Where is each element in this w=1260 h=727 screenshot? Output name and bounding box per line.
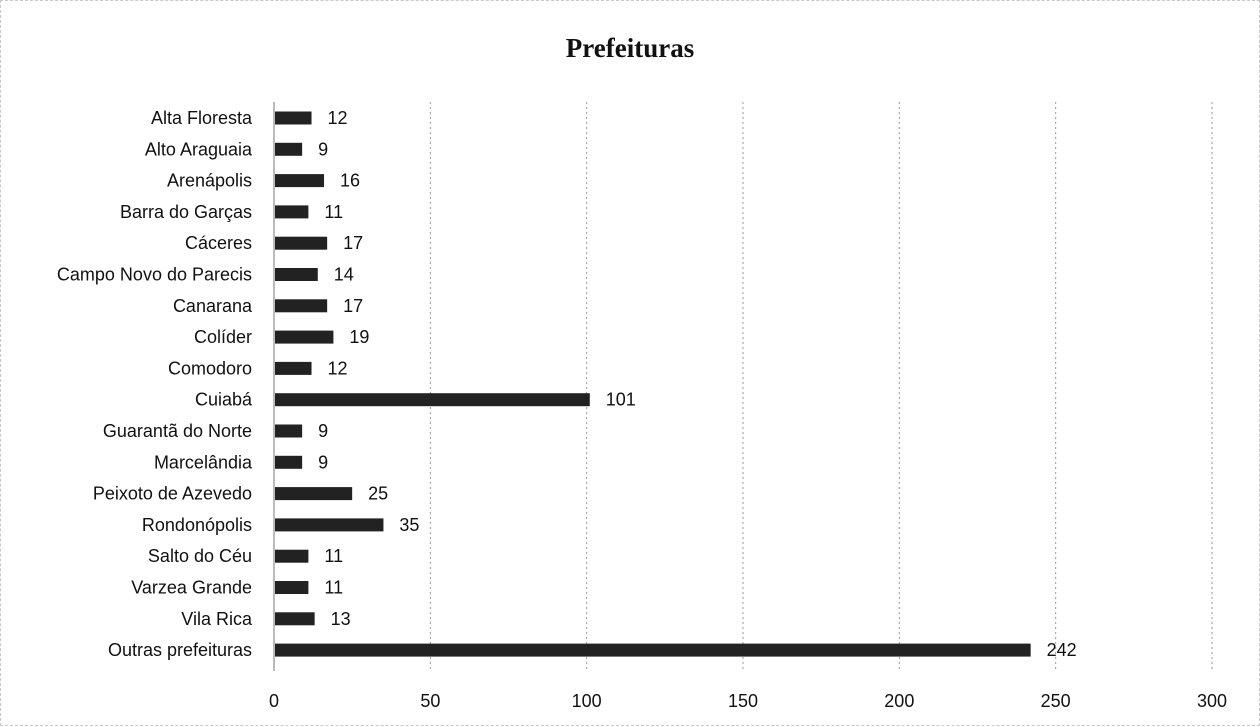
value-label: 11	[324, 546, 343, 566]
value-label: 17	[343, 233, 363, 253]
value-label: 242	[1047, 640, 1077, 660]
category-label: Cáceres	[185, 233, 252, 253]
bar	[275, 612, 315, 626]
value-label: 17	[343, 296, 363, 316]
category-label: Outras prefeituras	[108, 640, 252, 660]
x-tick-label: 250	[1041, 691, 1071, 711]
value-label: 16	[340, 171, 360, 191]
bar	[275, 330, 334, 344]
chart-title: Prefeituras	[565, 33, 695, 63]
value-label: 9	[318, 421, 328, 441]
value-label: 11	[324, 202, 343, 222]
category-label: Canarana	[173, 296, 253, 316]
category-label: Alta Floresta	[151, 108, 253, 128]
bar	[275, 643, 1031, 657]
category-label: Varzea Grande	[131, 578, 252, 598]
value-label: 14	[334, 265, 354, 285]
bar	[275, 299, 328, 313]
x-tick-label: 150	[728, 691, 758, 711]
bar	[275, 393, 590, 407]
category-label: Cuiabá	[195, 390, 253, 410]
category-label: Colíder	[194, 327, 252, 347]
x-tick-label: 0	[269, 691, 279, 711]
bar	[275, 424, 303, 438]
bar	[275, 142, 303, 156]
bar	[275, 549, 309, 563]
value-label: 11	[324, 578, 343, 598]
category-label: Marcelândia	[154, 452, 253, 472]
category-label: Comodoro	[168, 358, 252, 378]
category-label: Salto do Céu	[148, 546, 252, 566]
bar	[275, 174, 325, 188]
category-label: Arenápolis	[167, 171, 252, 191]
category-label: Peixoto de Azevedo	[93, 484, 252, 504]
bar	[275, 518, 384, 532]
value-label: 19	[349, 327, 369, 347]
x-tick-label: 100	[572, 691, 602, 711]
value-label: 13	[331, 609, 351, 629]
category-label: Alto Araguaia	[145, 139, 253, 159]
value-label: 12	[328, 108, 348, 128]
value-label: 101	[606, 390, 636, 410]
bar	[275, 111, 312, 125]
value-label: 9	[318, 139, 328, 159]
value-label: 9	[318, 452, 328, 472]
bar	[275, 487, 353, 501]
x-tick-label: 300	[1197, 691, 1227, 711]
value-label: 12	[328, 358, 348, 378]
bar	[275, 455, 303, 469]
bar	[275, 581, 309, 594]
bar	[275, 361, 312, 375]
category-label: Guarantã do Norte	[103, 421, 252, 441]
bar	[275, 205, 309, 219]
category-label: Rondonópolis	[142, 515, 252, 535]
value-label: 25	[368, 484, 388, 504]
bar	[275, 268, 318, 281]
category-label: Barra do Garças	[120, 202, 252, 222]
category-label: Vila Rica	[181, 609, 253, 629]
x-tick-label: 50	[420, 691, 440, 711]
x-tick-label: 200	[884, 691, 914, 711]
bar	[275, 236, 328, 250]
value-label: 35	[399, 515, 419, 535]
category-label: Campo Novo do Parecis	[57, 265, 252, 285]
